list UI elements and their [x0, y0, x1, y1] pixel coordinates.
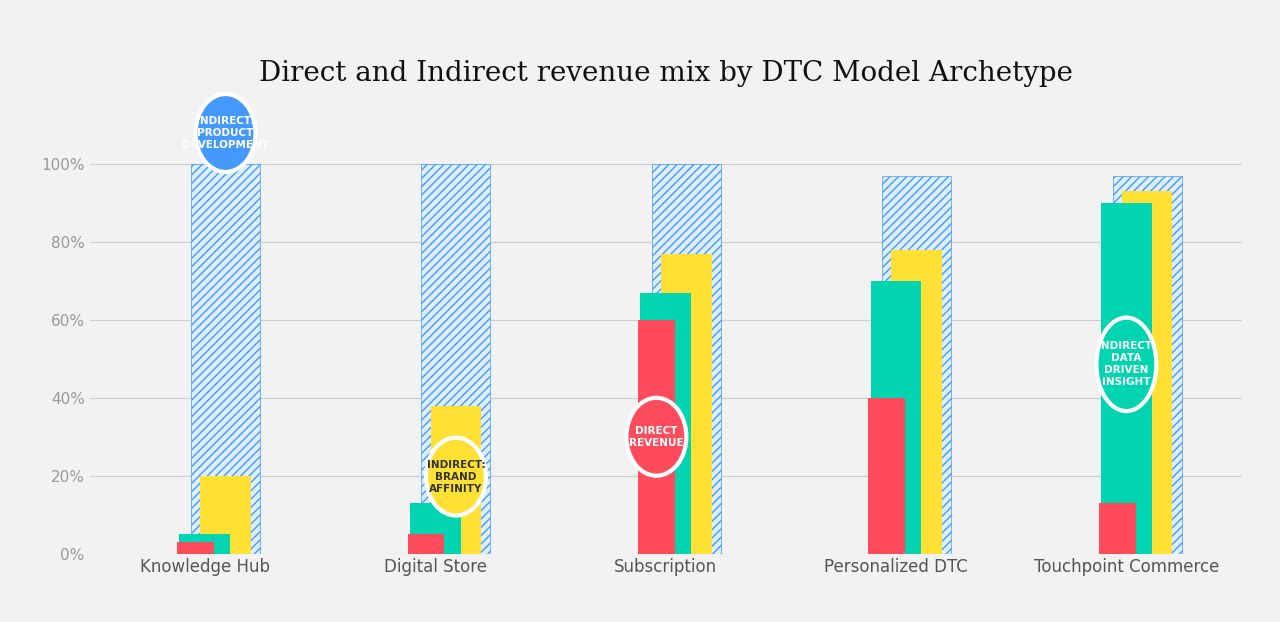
Title: Direct and Indirect revenue mix by DTC Model Archetype: Direct and Indirect revenue mix by DTC M… [259, 60, 1073, 86]
Bar [177, 542, 214, 554]
Bar [870, 281, 922, 554]
Bar [882, 176, 951, 554]
Bar [179, 534, 230, 554]
Text: INDIRECT:
DATA
DRIVEN
INSIGHT: INDIRECT: DATA DRIVEN INSIGHT [1097, 341, 1156, 388]
Bar [1121, 192, 1172, 554]
Ellipse shape [626, 398, 686, 476]
Ellipse shape [196, 94, 256, 172]
Bar [191, 164, 260, 554]
Bar [1112, 176, 1181, 554]
Text: DIRECT
REVENUE: DIRECT REVENUE [628, 425, 684, 448]
Bar [1098, 503, 1135, 554]
Bar [652, 164, 721, 554]
Bar [410, 503, 461, 554]
Bar [868, 398, 905, 554]
Bar [1101, 203, 1152, 554]
Ellipse shape [426, 438, 486, 516]
Bar [891, 250, 942, 554]
Bar [430, 406, 481, 554]
Bar [421, 164, 490, 554]
Bar [407, 534, 444, 554]
Bar [200, 476, 251, 554]
Bar [640, 293, 691, 554]
Ellipse shape [1097, 318, 1156, 411]
Text: INDIRECT:
BRAND
AFFINITY: INDIRECT: BRAND AFFINITY [426, 460, 485, 494]
Bar [660, 254, 712, 554]
Text: INDIRECT:
PRODUCT
DEVELOPMENT: INDIRECT: PRODUCT DEVELOPMENT [182, 116, 269, 150]
Bar [637, 320, 675, 554]
